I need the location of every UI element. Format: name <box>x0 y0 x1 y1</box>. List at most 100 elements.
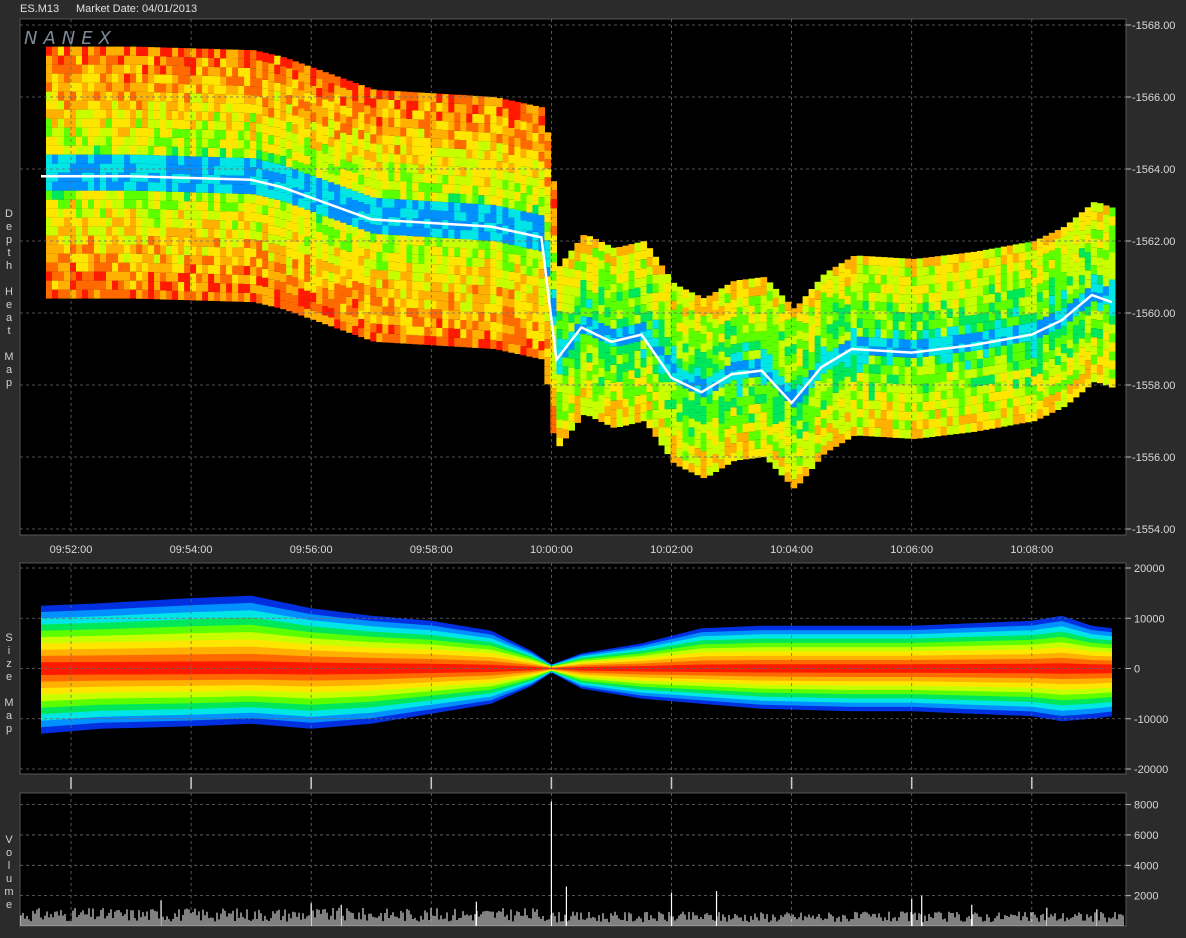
depth-cell <box>580 244 587 254</box>
depth-cell <box>772 306 780 316</box>
depth-cell <box>202 219 209 229</box>
depth-cell <box>814 416 822 426</box>
depth-cell <box>178 219 185 228</box>
depth-cell <box>970 404 978 414</box>
depth-cell <box>706 340 714 350</box>
depth-cell <box>682 325 690 335</box>
depth-cell <box>118 73 125 83</box>
depth-cell <box>466 302 473 312</box>
depth-cell <box>796 375 804 385</box>
depth-cell <box>418 290 425 300</box>
depth-cell <box>484 141 491 151</box>
depth-cell <box>94 217 101 227</box>
depth-cell <box>52 235 59 245</box>
depth-cell <box>208 138 215 148</box>
depth-cell <box>1000 345 1008 355</box>
depth-cell <box>202 111 209 121</box>
depth-cell <box>622 317 630 327</box>
depth-cell <box>928 365 936 374</box>
depth-cell <box>142 100 149 110</box>
depth-cell <box>148 281 155 291</box>
depth-cell <box>706 322 714 332</box>
depth-cell <box>220 247 227 257</box>
depth-cell <box>832 293 840 303</box>
depth-cell <box>880 365 888 375</box>
depth-cell <box>154 200 161 210</box>
depth-cell <box>310 184 317 194</box>
depth-cell <box>292 304 299 314</box>
depth-cell <box>382 324 389 334</box>
depth-cell <box>472 122 479 132</box>
depth-cell <box>934 427 942 437</box>
depth-cell <box>664 301 672 311</box>
depth-cell <box>520 166 527 176</box>
depth-cell <box>688 427 696 437</box>
depth-cell <box>322 234 329 244</box>
depth-cell <box>586 335 593 345</box>
depth-cell <box>256 78 263 88</box>
depth-cell <box>196 156 203 166</box>
depth-cell <box>490 177 497 187</box>
depth-cell <box>232 166 239 176</box>
depth-cell <box>742 369 750 379</box>
depth-cell <box>616 310 624 319</box>
depth-cell <box>286 158 293 168</box>
depth-cell <box>484 105 491 115</box>
depth-cell <box>214 148 221 158</box>
depth-cell <box>502 315 509 325</box>
depth-cell <box>916 384 924 394</box>
depth-cell <box>862 400 870 410</box>
depth-cell <box>490 249 497 259</box>
depth-cell <box>670 309 678 319</box>
depth-cell <box>1048 241 1056 251</box>
depth-cell <box>1012 298 1020 308</box>
depth-cell <box>754 277 762 287</box>
depth-cell <box>628 334 636 344</box>
depth-cell <box>214 283 221 293</box>
depth-cell <box>100 136 107 146</box>
depth-cell <box>670 336 678 346</box>
depth-cell <box>376 333 383 343</box>
depth-cell <box>538 287 545 297</box>
depth-cell <box>208 264 215 274</box>
depth-cell <box>328 164 335 174</box>
depth-cell <box>850 328 858 337</box>
depth-cell <box>886 410 894 420</box>
depth-cell <box>412 200 419 210</box>
depth-cell <box>472 158 479 168</box>
depth-cell <box>892 329 900 339</box>
depth-cell <box>334 265 341 275</box>
depth-cell <box>154 110 161 120</box>
depth-cell <box>514 129 521 138</box>
depth-cell <box>670 444 678 454</box>
depth-cell <box>910 339 918 349</box>
depth-cell <box>256 240 263 250</box>
depth-cell <box>58 118 65 128</box>
depth-cell <box>376 306 383 316</box>
depth-cell <box>994 382 1002 392</box>
depth-cell <box>928 266 936 275</box>
depth-cell <box>808 460 816 469</box>
depth-cell <box>310 103 317 113</box>
depth-cell <box>412 119 419 129</box>
depth-cell <box>460 230 467 240</box>
depth-cell <box>814 362 822 372</box>
depth-cell <box>130 100 137 110</box>
depth-cell <box>706 421 714 431</box>
depth-cell <box>100 46 107 56</box>
depth-cell <box>526 266 533 276</box>
depth-cell <box>202 165 209 175</box>
depth-cell <box>268 126 275 136</box>
depth-cell <box>208 111 215 121</box>
depth-cell <box>202 273 209 283</box>
depth-cell <box>1048 286 1056 296</box>
depth-cell <box>358 238 365 248</box>
depth-cell <box>1078 383 1086 393</box>
depth-cell <box>94 235 101 245</box>
depth-cell <box>634 395 642 405</box>
depth-cell <box>172 164 179 174</box>
depth-cell <box>364 123 371 133</box>
depth-cell <box>64 163 71 173</box>
depth-cell <box>118 127 125 137</box>
depth-cell <box>826 369 834 379</box>
